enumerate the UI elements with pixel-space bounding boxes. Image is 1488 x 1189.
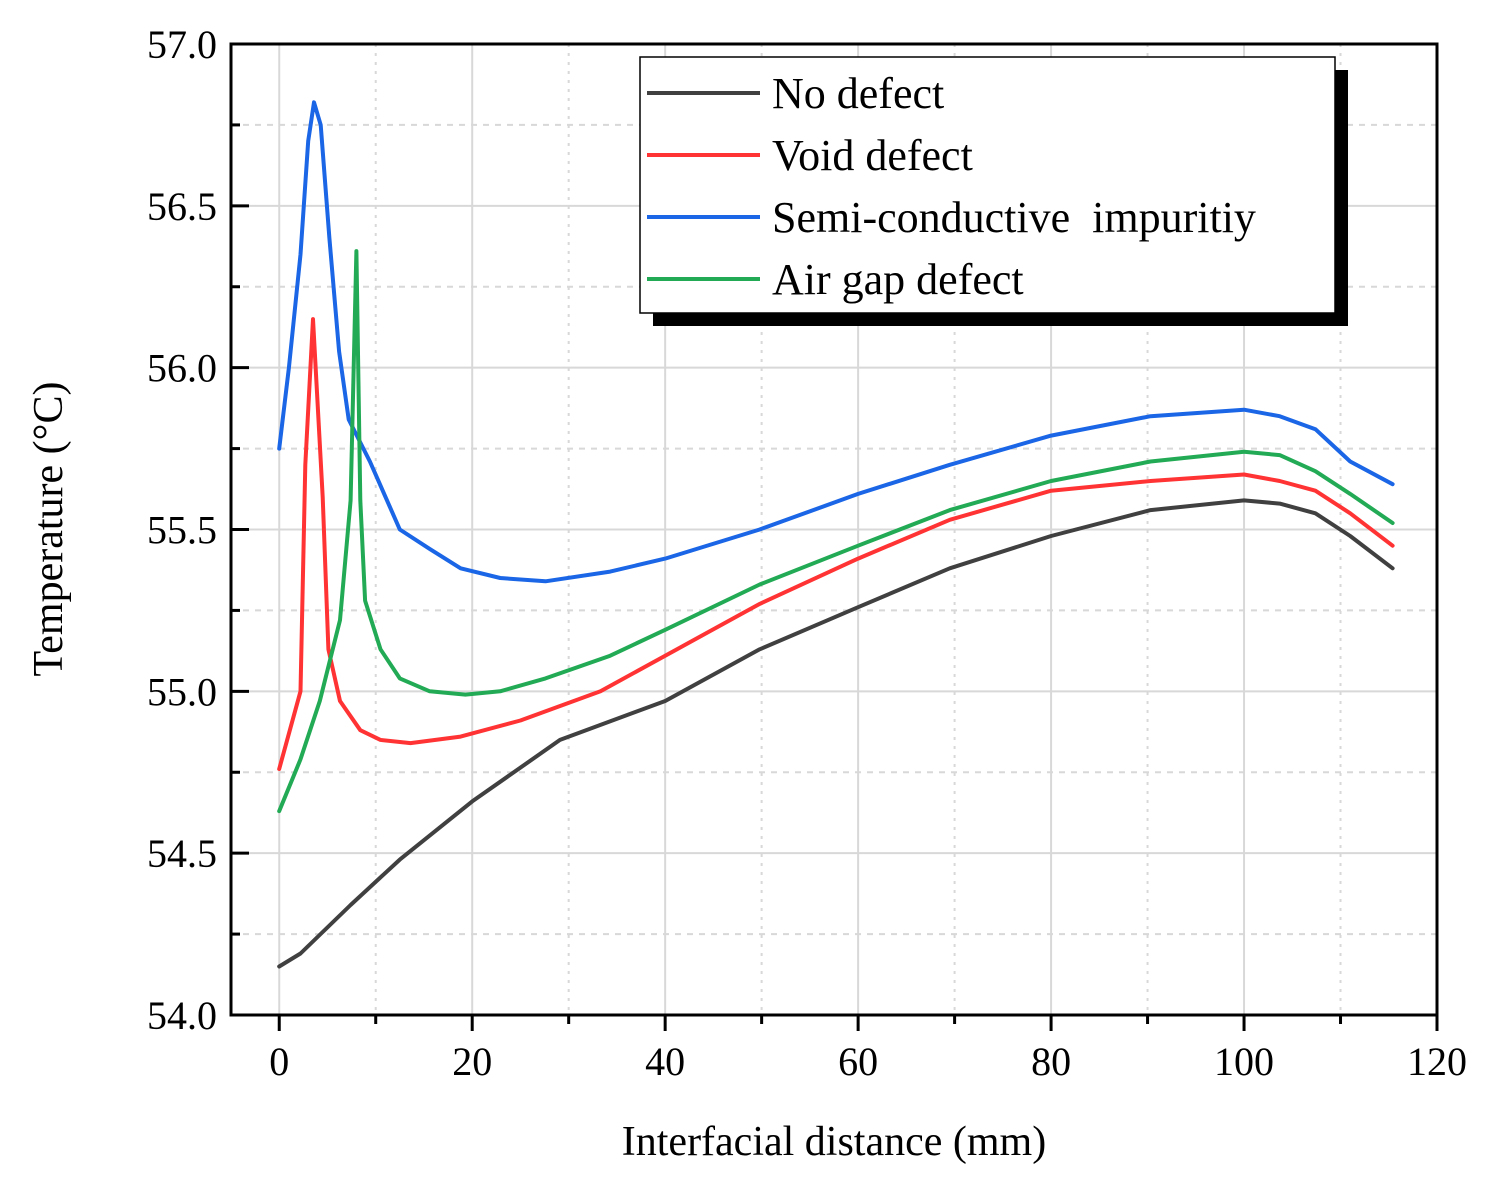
y-tick-label: 56.0 [147,346,217,391]
y-tick-label: 55.0 [147,669,217,714]
x-axis-label: Interfacial distance (mm) [622,1119,1046,1165]
y-tick-label: 54.5 [147,831,217,876]
legend-label: Void defect [772,131,973,180]
series-line-3 [277,249,1395,814]
series-line-0 [277,498,1395,969]
legend-box [639,56,1336,314]
legend-label: No defect [772,69,944,118]
x-tick-label: 120 [1407,1039,1467,1084]
legend-label: Semi-conductive impuritiy [772,193,1256,242]
x-tick-label: 0 [269,1039,289,1084]
y-tick-label: 54.0 [147,993,217,1038]
axis-ticks: 54.0 54.5 55.0 55.5 56.0 56.5 57.0 0 20 40 60 80 100… [147,22,1467,1084]
y-tick-label: 56.5 [147,184,217,229]
x-tick-label: 40 [645,1039,685,1084]
y-tick-label: 55.5 [147,508,217,553]
legend: No defect Void defect Semi-conductive impu… [639,56,1348,326]
series-line-1 [277,317,1395,771]
x-tick-label: 20 [452,1039,492,1084]
y-axis-label: Temperature (°C) [26,382,72,677]
x-tick-label: 80 [1031,1039,1071,1084]
series-line-2 [277,100,1395,584]
x-tick-label: 100 [1214,1039,1274,1084]
series-lines [277,100,1395,969]
legend-label: Air gap defect [772,255,1024,304]
y-tick-label: 57.0 [147,22,217,67]
x-tick-label: 60 [838,1039,878,1084]
